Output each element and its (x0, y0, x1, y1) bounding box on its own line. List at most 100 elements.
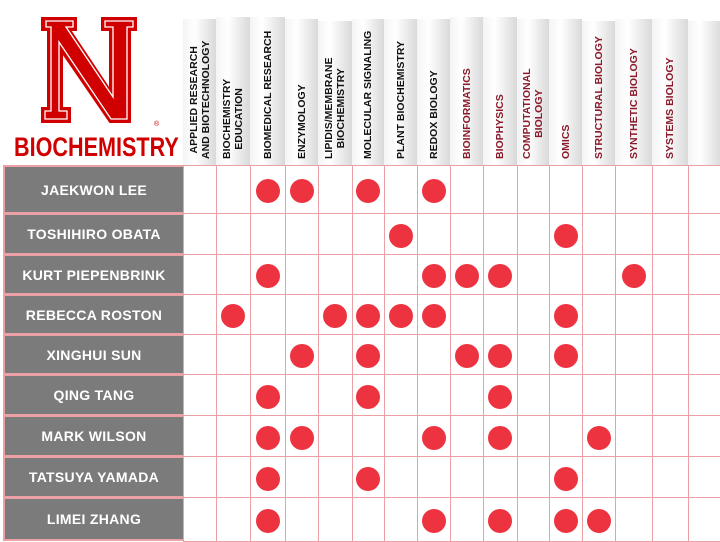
expertise-dot (356, 344, 380, 368)
topic-header: PLANT BIOCHEMISTRY (384, 19, 417, 165)
topic-label-line: MOLECULAR SIGNALING (362, 30, 374, 159)
topic-label: BIOCHEMISTRY EDUCATION (221, 79, 245, 159)
grid-cell (318, 165, 354, 215)
topic-label: LIPIDIS/MEMBRANE BIOCHEMISTRY (323, 57, 347, 159)
expertise-dot (553, 304, 578, 328)
grid-cell (517, 254, 551, 296)
grid-cell (285, 213, 320, 256)
expertise-dot (255, 179, 280, 203)
person-name: MARK WILSON (3, 415, 185, 457)
grid-cell (384, 334, 419, 376)
topic-label: BIOINFORMATICS (461, 68, 473, 159)
grid-cell (216, 415, 252, 458)
grid-cell (216, 456, 252, 499)
grid-cell (384, 165, 419, 215)
grid-cell (183, 254, 218, 296)
topic-label: MOLECULAR SIGNALING (362, 31, 374, 159)
topic-header: OMICS (549, 19, 582, 165)
topic-header: BIOPHYSICS (483, 17, 517, 165)
expertise-dot (255, 384, 280, 409)
topic-header: BIOINFORMATICS (450, 17, 483, 165)
grid-cell (688, 213, 720, 256)
expertise-dot (586, 508, 611, 533)
grid-cell (582, 456, 617, 499)
grid-cell (216, 497, 252, 542)
grid-cell (517, 213, 551, 256)
expertise-dot (323, 304, 347, 328)
grid-cell (549, 165, 584, 215)
grid-cell (652, 456, 690, 499)
grid-cell (216, 254, 252, 296)
expertise-dot (289, 425, 314, 450)
topic-header: APPLIED RESEARCH AND BIOTECHNOLOGY (183, 19, 216, 165)
grid-cell (183, 165, 218, 215)
grid-cell (384, 415, 419, 458)
grid-cell (183, 334, 218, 376)
grid-cell (652, 497, 690, 542)
expertise-dot (356, 179, 380, 203)
person-name: LIMEI ZHANG (3, 497, 185, 541)
grid-cell (285, 294, 320, 336)
expertise-dot (289, 344, 314, 368)
grid-cell (652, 254, 690, 296)
topic-header: SYNTHETIC BIOLOGY (615, 19, 652, 165)
topic-header: STRUCTURAL BIOLOGY (582, 21, 615, 165)
grid-cell (652, 374, 690, 417)
topic-label: REDOX BIOLOGY (428, 70, 440, 159)
topic-header: COMPUTATIONAL BIOLOGY (517, 19, 549, 165)
grid-cell (250, 294, 287, 336)
grid-cell (615, 334, 654, 376)
grid-cell (688, 374, 720, 417)
grid-cell (318, 213, 354, 256)
person-name: TOSHIHIRO OBATA (3, 213, 185, 255)
topic-label-line: APPLIED RESEARCH (187, 46, 200, 154)
topic-label: PLANT BIOCHEMISTRY (395, 41, 407, 159)
grid-cell (450, 456, 485, 499)
topic-label: BIOMEDICAL RESEARCH (262, 31, 274, 159)
grid-cell (652, 415, 690, 458)
grid-cell (517, 334, 551, 376)
grid-cell (450, 294, 485, 336)
topic-label-line: SYSTEMS BIOLOGY (664, 57, 676, 159)
expertise-dot (255, 264, 280, 288)
expertise-dot (553, 508, 578, 533)
grid-cell (216, 213, 252, 256)
grid-cell (517, 497, 551, 542)
grid-cell (688, 497, 720, 542)
expertise-dot (388, 304, 413, 328)
topic-header: BIOMEDICAL RESEARCH (250, 17, 285, 165)
expertise-dot (255, 508, 280, 533)
grid-cell (417, 334, 452, 376)
person-name: XINGHUI SUN (3, 334, 185, 375)
expertise-dot (255, 425, 280, 450)
topic-label-line: ENZYMOLOGY (295, 84, 308, 159)
grid-cell (318, 456, 354, 499)
grid-cell (183, 294, 218, 336)
topic-label-line: BIOCHEMISTRY (335, 68, 347, 149)
expertise-dot (553, 223, 578, 248)
grid-cell (688, 415, 720, 458)
topic-header: ENZYMOLOGY (285, 19, 318, 165)
topic-header: MOLECULAR SIGNALING (352, 19, 384, 165)
topic-header: REDOX BIOLOGY (417, 19, 450, 165)
grid-cell (285, 374, 320, 417)
grid-cell (517, 294, 551, 336)
grid-cell (483, 213, 519, 256)
grid-cell (517, 165, 551, 215)
grid-cell (250, 213, 287, 256)
topic-label-line: BIOLOGY (533, 89, 545, 138)
logo-wordmark: BIOCHEMISTRY (14, 132, 179, 162)
grid-cell (384, 254, 419, 296)
person-name: QING TANG (3, 374, 185, 416)
grid-cell (384, 456, 419, 499)
topic-header (688, 21, 720, 165)
grid-cell (582, 213, 617, 256)
grid-cell (183, 374, 218, 417)
grid-cell (549, 374, 584, 417)
grid-cell (318, 374, 354, 417)
person-name: TATSUYA YAMADA (3, 456, 185, 498)
expertise-dot (421, 508, 446, 533)
expertise-dot (553, 344, 578, 368)
topic-label: SYSTEMS BIOLOGY (664, 57, 676, 159)
grid-cell (582, 165, 617, 215)
